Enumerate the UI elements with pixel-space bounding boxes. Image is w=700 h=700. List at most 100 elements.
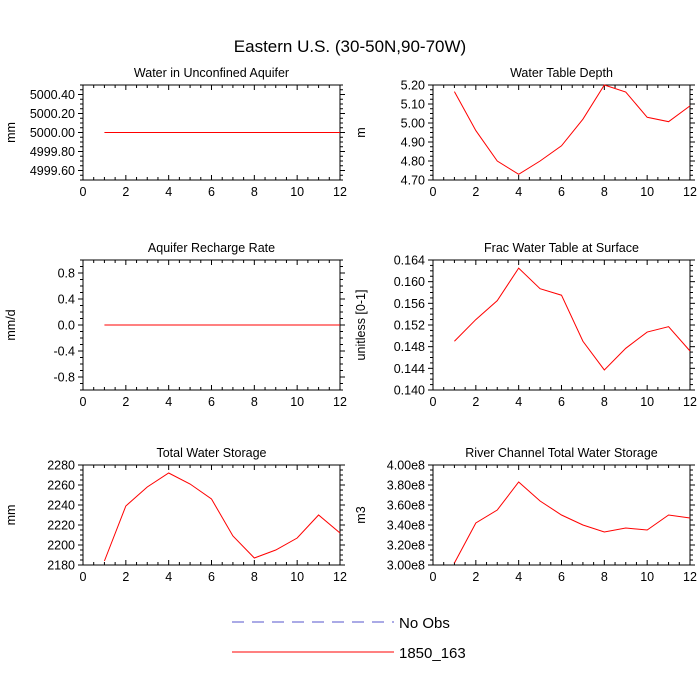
figure-title: Eastern U.S. (30-50N,90-70W) xyxy=(234,37,466,56)
panel-5: Total Water Storage mm 0 2 4 6 8 10 12 2180 2200 22… xyxy=(4,446,347,584)
y-tick-label: 4.00e8 xyxy=(387,459,425,473)
x-tick-label: 12 xyxy=(683,185,697,199)
y-tick-label: 2280 xyxy=(47,459,75,473)
y-tick-label: 0.4 xyxy=(58,293,75,307)
x-tick-label: 0 xyxy=(80,185,87,199)
panel-title: Water in Unconfined Aquifer xyxy=(134,66,289,80)
y-tick-label: 5.20 xyxy=(401,79,425,93)
x-tick-label: 10 xyxy=(640,395,654,409)
y-tick-label: 5000.00 xyxy=(30,126,75,140)
x-tick-label: 8 xyxy=(601,185,608,199)
legend-label: No Obs xyxy=(399,615,450,632)
panel-title: Aquifer Recharge Rate xyxy=(148,241,275,255)
panel-title: Total Water Storage xyxy=(156,446,266,460)
y-tick-label: 4.70 xyxy=(401,174,425,188)
x-tick-label: 10 xyxy=(290,570,304,584)
y-tick-label: 0.152 xyxy=(394,319,425,333)
x-tick-label: 0 xyxy=(430,395,437,409)
plot-frame xyxy=(432,84,691,181)
legend-label: 1850_163 xyxy=(399,645,466,662)
y-tick-label: 4.80 xyxy=(401,155,425,169)
y-tick-label: 3.20e8 xyxy=(387,539,425,553)
y-tick-label: 2220 xyxy=(47,519,75,533)
x-tick-label: 4 xyxy=(515,570,522,584)
x-tick-label: 2 xyxy=(122,395,129,409)
x-tick-label: 2 xyxy=(122,185,129,199)
x-tick-label: 8 xyxy=(601,570,608,584)
x-tick-label: 2 xyxy=(472,185,479,199)
x-tick-label: 6 xyxy=(558,570,565,584)
y-tick-label: 4999.80 xyxy=(30,145,75,159)
x-tick-label: 4 xyxy=(515,395,522,409)
series-line xyxy=(453,481,691,564)
panel-title: Frac Water Table at Surface xyxy=(484,241,639,255)
y-tick-label: 0.140 xyxy=(394,384,425,398)
x-tick-label: 6 xyxy=(208,185,215,199)
y-axis-label: m xyxy=(354,127,368,137)
x-tick-label: 8 xyxy=(251,185,258,199)
y-tick-label: 4999.60 xyxy=(30,164,75,178)
series-line xyxy=(454,267,691,371)
x-tick-label: 12 xyxy=(683,570,697,584)
y-tick-label: 3.80e8 xyxy=(387,479,425,493)
x-tick-label: 12 xyxy=(683,395,697,409)
x-tick-label: 2 xyxy=(122,570,129,584)
x-tick-label: 4 xyxy=(165,395,172,409)
y-tick-label: 5000.40 xyxy=(30,88,75,102)
panel-6: River Channel Total Water Storage m3 0 2 4 6 8… xyxy=(354,446,697,584)
x-tick-label: 6 xyxy=(208,570,215,584)
y-tick-label: 0.156 xyxy=(394,297,425,311)
x-tick-label: 0 xyxy=(80,570,87,584)
y-tick-label: 2240 xyxy=(47,499,75,513)
x-tick-label: 0 xyxy=(80,395,87,409)
y-tick-label: 0.0 xyxy=(58,319,75,333)
x-tick-label: 8 xyxy=(251,395,258,409)
legend: No Obs 1850_163 xyxy=(232,615,466,662)
y-tick-label: 2200 xyxy=(47,539,75,553)
y-tick-label: -0.4 xyxy=(53,345,75,359)
panel-3: Aquifer Recharge Rate mm/d 0 2 4 6 8 10 12 -0.8 -0… xyxy=(4,241,347,409)
y-tick-label: 4.90 xyxy=(401,136,425,150)
y-axis-label: mm xyxy=(4,505,18,526)
series-line xyxy=(103,472,341,562)
y-axis-label: m3 xyxy=(354,506,368,523)
y-axis-label: unitless [0-1] xyxy=(354,290,368,361)
x-tick-label: 4 xyxy=(515,185,522,199)
x-tick-label: 12 xyxy=(333,395,347,409)
x-tick-label: 6 xyxy=(208,395,215,409)
y-tick-label: 0.144 xyxy=(394,362,425,376)
y-tick-label: 3.00e8 xyxy=(387,559,425,573)
y-tick-label: 2260 xyxy=(47,479,75,493)
x-tick-label: 12 xyxy=(333,185,347,199)
x-tick-label: 10 xyxy=(640,185,654,199)
y-tick-label: 5.00 xyxy=(401,117,425,131)
x-tick-label: 10 xyxy=(640,570,654,584)
panel-4: Frac Water Table at Surface unitless [0-1… xyxy=(354,241,697,409)
y-axis-label: mm/d xyxy=(4,309,18,340)
x-tick-label: 2 xyxy=(472,570,479,584)
plot-frame xyxy=(82,464,341,566)
plot-frame xyxy=(432,259,691,391)
x-tick-label: 0 xyxy=(430,570,437,584)
y-tick-label: 5000.20 xyxy=(30,107,75,121)
x-tick-label: 2 xyxy=(472,395,479,409)
y-tick-label: -0.8 xyxy=(53,371,75,385)
x-tick-label: 12 xyxy=(333,570,347,584)
y-tick-label: 3.40e8 xyxy=(387,519,425,533)
y-axis-label: mm xyxy=(4,122,18,143)
panel-title: River Channel Total Water Storage xyxy=(465,446,658,460)
y-tick-label: 5.10 xyxy=(401,98,425,112)
x-tick-label: 0 xyxy=(430,185,437,199)
series-line xyxy=(453,84,691,175)
y-tick-label: 0.160 xyxy=(394,275,425,289)
x-tick-label: 8 xyxy=(251,570,258,584)
y-tick-label: 0.148 xyxy=(394,340,425,354)
x-tick-label: 6 xyxy=(558,185,565,199)
x-tick-label: 4 xyxy=(165,185,172,199)
panel-1: Water in Unconfined Aquifer mm 0 2 4 6 8 10 12 49… xyxy=(4,66,347,199)
y-tick-label: 0.8 xyxy=(58,267,75,281)
x-tick-label: 10 xyxy=(290,185,304,199)
x-tick-label: 10 xyxy=(290,395,304,409)
x-tick-label: 6 xyxy=(558,395,565,409)
